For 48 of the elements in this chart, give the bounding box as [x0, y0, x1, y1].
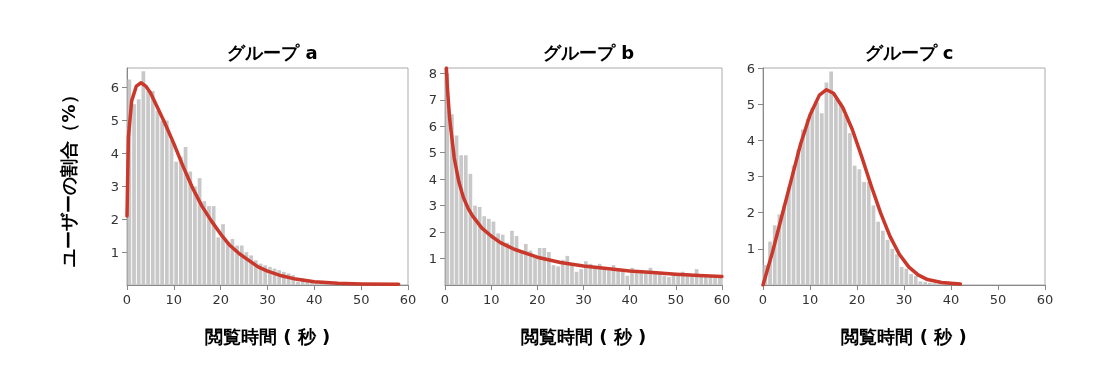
y-tick-label: 6 [428, 118, 437, 134]
y-tick-label: 1 [110, 244, 119, 260]
y-tick-label: 6 [110, 80, 119, 96]
x-tick-label: 40 [306, 292, 323, 307]
y-tick-label: 3 [746, 169, 755, 184]
y-tick-label: 2 [428, 224, 437, 240]
chart-title: グループ b [542, 41, 635, 63]
x-tick-label: 60 [399, 292, 417, 307]
y-tick-label: 3 [110, 178, 119, 194]
y-tick-label: 5 [746, 96, 755, 112]
y-tick-label: 2 [110, 211, 119, 227]
x-tick-label: 20 [848, 292, 866, 307]
x-tick-label: 20 [529, 292, 546, 307]
x-tick-label: 50 [352, 292, 370, 307]
x-axis-title: 閲覧時間 ( 秒 ) [841, 325, 967, 347]
x-tick-label: 40 [621, 292, 638, 307]
y-tick-label: 5 [428, 145, 437, 161]
x-tick-label: 10 [801, 292, 819, 307]
x-tick-label: 40 [942, 292, 960, 307]
x-tick-label: 0 [122, 292, 132, 307]
x-tick-label: 0 [758, 292, 768, 307]
y-tick-label: 4 [746, 132, 755, 148]
y-tick-label: 7 [428, 92, 437, 108]
x-tick-label: 50 [989, 292, 1007, 307]
x-tick-label: 30 [259, 292, 276, 307]
y-tick-label: 2 [746, 205, 755, 221]
y-axis-title: ユーザーの割合（%） [57, 86, 79, 267]
x-tick-label: 30 [575, 292, 592, 307]
y-tick-label: 4 [428, 171, 437, 187]
y-tick-label: 5 [110, 113, 119, 129]
y-tick-label: 6 [746, 60, 755, 76]
chart-title: グループ c [864, 41, 954, 63]
x-tick-label: 10 [165, 292, 183, 307]
y-tick-label: 4 [110, 145, 119, 161]
y-tick-label: 1 [746, 241, 755, 257]
x-axis-title: 閲覧時間 ( 秒 ) [204, 325, 331, 347]
x-tick-label: 20 [212, 292, 229, 307]
x-tick-label: 50 [667, 292, 685, 307]
y-tick-label: 8 [428, 65, 437, 81]
x-tick-label: 60 [713, 292, 731, 307]
x-axis-title: 閲覧時間 ( 秒 ) [520, 325, 647, 347]
chart-title: グループ a [227, 41, 318, 63]
x-tick-label: 0 [440, 292, 450, 307]
x-tick-label: 10 [482, 292, 500, 307]
x-tick-label: 60 [1036, 292, 1054, 307]
y-tick-label: 1 [428, 251, 437, 267]
x-tick-label: 30 [895, 292, 913, 307]
y-tick-label: 3 [428, 198, 437, 214]
